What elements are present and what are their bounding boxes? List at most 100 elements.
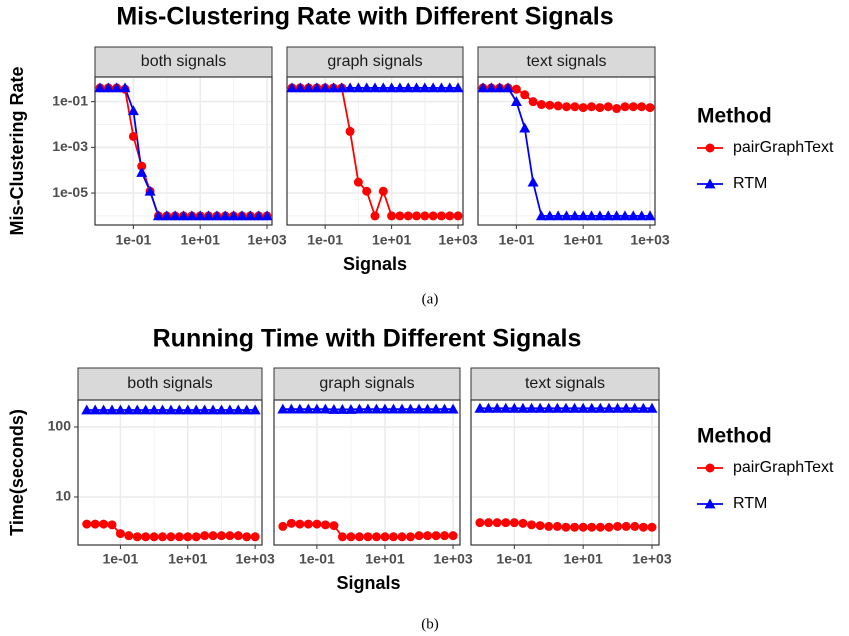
data-point xyxy=(511,84,521,94)
data-point xyxy=(353,177,363,187)
x-tick-label: 1e+03 xyxy=(632,551,672,567)
data-point xyxy=(620,402,632,413)
data-point xyxy=(612,402,624,413)
x-tick-label: 1e-01 xyxy=(103,551,139,567)
data-point xyxy=(228,210,240,221)
data-point xyxy=(216,531,226,541)
data-point xyxy=(303,519,313,529)
panel-border xyxy=(477,76,656,226)
data-point xyxy=(561,102,571,112)
data-point xyxy=(98,404,110,415)
strip xyxy=(470,367,660,401)
data-point xyxy=(413,403,425,414)
data-point xyxy=(312,519,322,529)
data-point xyxy=(244,210,256,221)
data-point xyxy=(115,529,125,539)
data-point xyxy=(241,404,253,415)
x-tick-label: 1e+03 xyxy=(630,232,670,248)
data-point xyxy=(177,210,189,221)
data-point xyxy=(225,531,235,541)
data-point xyxy=(286,82,298,93)
y-tick-label: 1e-05 xyxy=(52,184,88,200)
data-point xyxy=(492,518,502,528)
data-point xyxy=(388,532,398,542)
data-point xyxy=(594,402,606,413)
data-point xyxy=(621,521,631,531)
data-point xyxy=(190,404,202,415)
strip-label: both signals xyxy=(141,53,226,70)
data-point xyxy=(452,82,464,93)
x-tick-label: 1e+01 xyxy=(168,551,208,567)
data-point xyxy=(543,402,555,413)
x-tick-label: 1e-01 xyxy=(115,232,151,248)
data-point xyxy=(294,82,306,93)
data-point xyxy=(361,82,373,93)
caption: (b) xyxy=(421,616,439,632)
data-point xyxy=(224,404,236,415)
data-point xyxy=(439,403,451,414)
data-point xyxy=(215,404,227,415)
legend-marker xyxy=(705,463,715,473)
data-point xyxy=(386,82,398,93)
data-point xyxy=(560,210,572,221)
panel-border xyxy=(470,399,660,546)
data-point xyxy=(166,532,176,542)
data-point xyxy=(102,82,114,93)
legend-marker xyxy=(705,143,715,153)
data-point xyxy=(182,404,194,415)
data-point xyxy=(427,82,439,93)
x-tick-label: 1e+03 xyxy=(247,232,287,248)
data-point xyxy=(370,403,382,414)
data-point xyxy=(311,82,323,93)
data-point xyxy=(535,210,547,221)
strip-label: both signals xyxy=(127,375,212,392)
data-point xyxy=(444,82,456,93)
panel-bg xyxy=(78,400,262,545)
data-point xyxy=(219,210,231,221)
data-point xyxy=(528,97,538,107)
data-point xyxy=(294,403,306,414)
data-point xyxy=(236,210,248,221)
strip-label: text signals xyxy=(526,53,606,70)
data-point xyxy=(328,403,340,414)
data-point xyxy=(587,522,597,532)
x-tick-label: 1e-01 xyxy=(299,551,335,567)
data-point xyxy=(436,211,446,221)
data-point xyxy=(233,531,243,541)
data-point xyxy=(394,82,406,93)
panel-border xyxy=(77,399,263,546)
x-tick-label: 1e-01 xyxy=(498,232,534,248)
legend-title: Method xyxy=(697,105,772,128)
data-point xyxy=(435,82,447,93)
data-point xyxy=(302,403,314,414)
data-point xyxy=(647,522,657,532)
data-point xyxy=(183,532,193,542)
data-point xyxy=(336,82,348,93)
data-point xyxy=(477,82,489,93)
x-tick-label: 1e+01 xyxy=(563,551,603,567)
data-point xyxy=(397,532,407,542)
data-point xyxy=(194,210,206,221)
x-tick-label: 1e+03 xyxy=(433,551,473,567)
data-point xyxy=(353,403,365,414)
data-point xyxy=(551,402,563,413)
data-point xyxy=(545,100,555,110)
data-point xyxy=(371,532,381,542)
data-point xyxy=(517,402,529,413)
data-point xyxy=(377,82,389,93)
data-point xyxy=(123,404,135,415)
data-point xyxy=(380,532,390,542)
data-point xyxy=(561,522,571,532)
data-point xyxy=(250,532,260,542)
data-point xyxy=(285,403,297,414)
data-point xyxy=(448,531,458,541)
data-point xyxy=(107,520,117,530)
data-point xyxy=(277,403,289,414)
data-point xyxy=(411,82,423,93)
data-point xyxy=(405,532,415,542)
strip xyxy=(94,46,273,78)
data-point xyxy=(144,185,156,196)
data-point xyxy=(612,104,622,114)
data-point xyxy=(422,403,434,414)
x-tick-label: 1e+01 xyxy=(365,551,405,567)
